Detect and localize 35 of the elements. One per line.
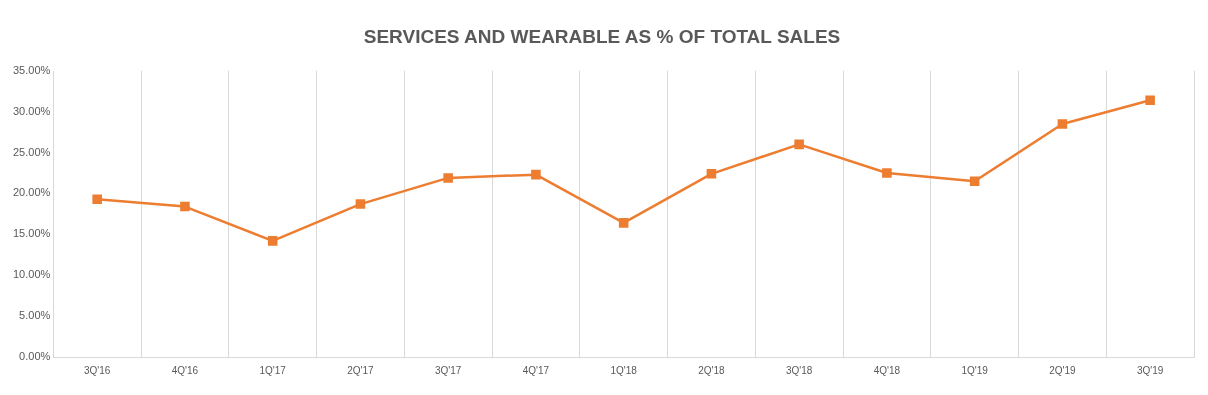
point (969, 176, 980, 186)
x-tick-label: 4Q'16 (171, 364, 199, 376)
x-tick-label: 3Q'19 (1136, 364, 1164, 376)
point (794, 139, 804, 150)
y-tick-label: 5.00% (19, 309, 51, 322)
chart-title: SERVICES AND WEARABLE AS % OF TOTAL SALES (363, 25, 841, 47)
point (1145, 95, 1155, 106)
x-tick-label: 1Q'19 (961, 364, 989, 376)
x-tick-label: 3Q'18 (785, 364, 813, 376)
y-tick-label: 10.00% (13, 268, 51, 281)
point (882, 168, 892, 178)
point (531, 169, 541, 180)
x-tick-label: 4Q'17 (522, 364, 550, 376)
y-tick-label: 25.00% (13, 145, 51, 158)
x-tick-label: 3Q'16 (83, 364, 111, 376)
x-tick-label: 3Q'17 (434, 364, 462, 376)
point (92, 194, 102, 204)
x-tick-label: 1Q'17 (259, 364, 287, 376)
point (706, 169, 717, 179)
point (355, 199, 366, 209)
y-tick-label: 35.00% (13, 63, 51, 76)
y-tick-label: 30.00% (13, 104, 51, 117)
y-tick-label: 20.00% (13, 186, 51, 199)
point (443, 173, 453, 183)
point (1057, 119, 1068, 129)
x-tick-label: 2Q'18 (698, 364, 726, 376)
x-tick-label: 2Q'17 (347, 364, 375, 376)
point (180, 201, 190, 212)
x-tick-label: 2Q'19 (1049, 364, 1076, 376)
y-tick-label: 0.00% (19, 350, 51, 363)
point (267, 236, 278, 246)
point (618, 218, 629, 228)
x-tick-label: 4Q'18 (873, 364, 901, 376)
y-tick-label: 15.00% (13, 227, 51, 240)
x-tick-label: 1Q'18 (610, 364, 638, 376)
